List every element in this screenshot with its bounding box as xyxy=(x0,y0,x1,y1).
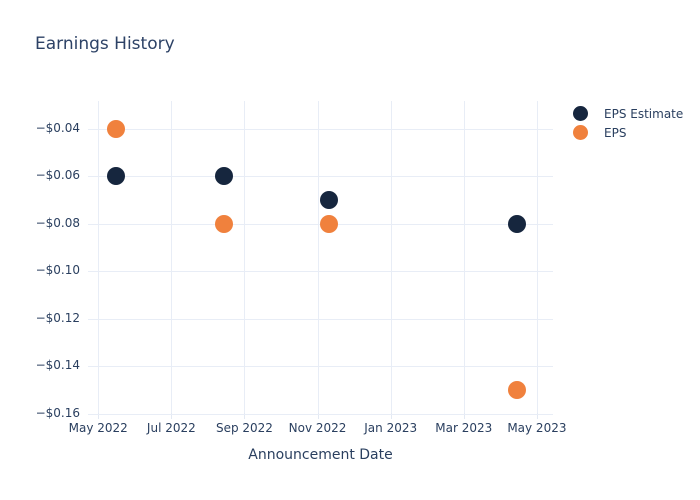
y-tick-label: −$0.16 xyxy=(35,405,80,420)
data-point-eps xyxy=(319,214,338,233)
data-point-eps xyxy=(214,214,233,233)
x-tick-mark xyxy=(463,413,465,419)
x-tick-mark xyxy=(317,413,319,419)
x-tick-label: Jul 2022 xyxy=(146,421,196,435)
legend-item-eps-estimate[interactable]: EPS Estimate xyxy=(573,104,683,123)
x-tick-label: May 2023 xyxy=(507,421,567,435)
y-tick-label: −$0.08 xyxy=(35,215,80,230)
x-gridline xyxy=(98,101,100,413)
x-tick-label: Jan 2023 xyxy=(364,421,418,435)
x-gridline xyxy=(463,101,465,413)
y-tick-label: −$0.12 xyxy=(35,310,80,325)
y-tick-label: −$0.04 xyxy=(35,120,80,135)
data-point-eps-estimate xyxy=(319,191,338,210)
x-tick-mark xyxy=(98,413,100,419)
x-gridline xyxy=(390,101,392,413)
legend: EPS Estimate EPS xyxy=(573,104,683,142)
data-point-eps xyxy=(106,119,125,138)
x-tick-label: Nov 2022 xyxy=(288,421,347,435)
y-gridline xyxy=(88,318,553,320)
x-tick-label: Mar 2023 xyxy=(435,421,493,435)
legend-marker-circle-icon xyxy=(573,106,588,121)
x-tick-label: May 2022 xyxy=(68,421,128,435)
legend-item-eps[interactable]: EPS xyxy=(573,123,683,142)
x-tick-mark xyxy=(244,413,246,419)
y-gridline xyxy=(88,413,553,415)
legend-marker-circle-icon xyxy=(573,125,588,140)
legend-item-label: EPS xyxy=(604,125,627,140)
chart-title: Earnings History xyxy=(35,34,175,54)
y-gridline xyxy=(88,271,553,273)
y-tick-label: −$0.10 xyxy=(35,263,80,278)
y-tick-label: −$0.14 xyxy=(35,358,80,373)
x-gridline xyxy=(536,101,538,413)
y-gridline xyxy=(88,176,553,178)
x-tick-mark xyxy=(390,413,392,419)
x-gridline xyxy=(171,101,173,413)
x-gridline xyxy=(244,101,246,413)
x-tick-mark xyxy=(171,413,173,419)
legend-item-label: EPS Estimate xyxy=(604,106,684,121)
data-point-eps-estimate xyxy=(214,167,233,186)
x-tick-mark xyxy=(536,413,538,419)
data-point-eps-estimate xyxy=(106,167,125,186)
x-tick-label: Sep 2022 xyxy=(215,421,273,435)
data-point-eps xyxy=(508,380,527,399)
y-gridline xyxy=(88,366,553,368)
y-gridline xyxy=(88,128,553,130)
y-tick-label: −$0.06 xyxy=(35,168,80,183)
x-gridline xyxy=(317,101,319,413)
x-axis-title: Announcement Date xyxy=(248,447,393,463)
data-point-eps-estimate xyxy=(508,214,527,233)
